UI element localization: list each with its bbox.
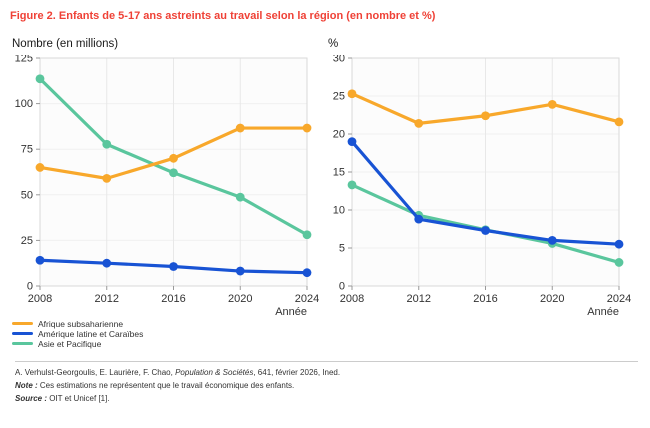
axis-ticks: 0 25 50 75 100 125 2008 2012 2016 2020 2024 xyxy=(15,55,320,305)
data-point-2012 xyxy=(102,139,112,149)
series-asie-et-pacifique xyxy=(35,74,312,240)
data-point-2020 xyxy=(235,123,245,133)
data-point-2016 xyxy=(481,226,490,235)
legend-swatch-asie xyxy=(12,341,33,345)
data-point-2008 xyxy=(347,137,357,146)
y-tick-label: 30 xyxy=(333,55,345,65)
data-point-2020 xyxy=(547,99,557,109)
data-point-2008 xyxy=(35,163,45,172)
legend-item-afrique: Afrique subsaharienne xyxy=(12,319,143,329)
y-tick-label: 5 xyxy=(339,243,345,255)
y-tick-label: 15 xyxy=(333,167,345,179)
data-point-2016 xyxy=(169,153,178,163)
footer-divider xyxy=(15,361,638,362)
series-afrique-subsaharienne xyxy=(35,123,312,183)
x-tick-label: 2020 xyxy=(540,293,564,305)
x-axis-label: Année xyxy=(587,306,619,318)
x-tick-label: 2012 xyxy=(407,293,431,305)
data-point-2024 xyxy=(614,258,624,267)
reference-journal: Population & Sociétés xyxy=(175,368,254,377)
source-text: OIT et Unicef [1]. xyxy=(49,394,110,403)
x-tick-label: 2008 xyxy=(28,293,52,305)
data-point-2016 xyxy=(169,262,178,271)
y-tick-label: 20 xyxy=(333,129,345,141)
series-afrique-subsaharienne xyxy=(347,89,624,128)
y-tick-label: 10 xyxy=(333,205,345,217)
y-tick-label: 50 xyxy=(21,189,33,201)
y-tick-label: 0 xyxy=(339,281,345,293)
x-tick-label: 2020 xyxy=(228,293,252,305)
x-tick-label: 2016 xyxy=(473,293,497,305)
data-point-2020 xyxy=(547,236,557,245)
legend-label: Asie et Pacifique xyxy=(38,338,102,349)
y-tick-label: 125 xyxy=(15,55,33,65)
data-point-2012 xyxy=(102,173,112,183)
x-tick-label: 2016 xyxy=(161,293,185,305)
legend-label: Amérique latine et Caraïbes xyxy=(38,328,144,339)
source-line: Source : OIT et Unicef [1]. xyxy=(15,392,340,405)
legend-swatch-afrique xyxy=(12,322,33,326)
y-tick-label: 0 xyxy=(27,281,33,293)
data-point-2012 xyxy=(102,258,112,268)
data-point-2024 xyxy=(614,117,624,127)
data-point-2020 xyxy=(235,266,245,276)
y-tick-label: 25 xyxy=(21,235,33,247)
chart-legend: Afrique subsaharienne Amérique latine et… xyxy=(12,319,143,349)
data-point-2008 xyxy=(347,180,357,190)
x-tick-label: 2008 xyxy=(340,293,364,305)
y-tick-label: 75 xyxy=(21,144,33,156)
data-point-2024 xyxy=(614,239,624,249)
data-point-2008 xyxy=(35,74,45,84)
y-tick-label: 100 xyxy=(15,98,33,110)
data-point-2020 xyxy=(235,192,245,202)
data-point-2024 xyxy=(302,123,312,133)
data-point-2024 xyxy=(302,230,312,240)
data-point-2012 xyxy=(414,214,424,224)
x-tick-label: 2012 xyxy=(95,293,119,305)
x-tick-label: 2024 xyxy=(607,293,631,305)
right-axis-title: % xyxy=(328,38,339,50)
left-axis-title: Nombre (en millions) xyxy=(12,38,119,50)
data-point-2012 xyxy=(414,118,424,128)
x-tick-label: 2024 xyxy=(295,293,319,305)
x-axis-label: Année xyxy=(275,306,307,318)
reference-line: A. Verhulst-Georgoulis, E. Laurière, F. … xyxy=(15,366,340,379)
legend-label: Afrique subsaharienne xyxy=(38,318,124,329)
axis-ticks: 0 5 10 15 20 25 30 2008 2012 2016 2020 2024 xyxy=(333,55,631,305)
legend-swatch-amerique xyxy=(12,332,33,336)
note-label: Note : xyxy=(15,381,40,390)
data-point-2016 xyxy=(169,168,178,178)
series-ame-rique-latine-et-carai-bes xyxy=(347,137,624,249)
reference-issue: , 641, février 2026, Ined. xyxy=(253,368,341,377)
y-tick-label: 25 xyxy=(333,91,345,103)
data-point-2016 xyxy=(481,111,490,121)
note-line: Note : Ces estimations ne représentent q… xyxy=(15,379,340,392)
figure-title: Figure 2. Enfants de 5-17 ans astreints … xyxy=(10,10,436,22)
footnotes: A. Verhulst-Georgoulis, E. Laurière, F. … xyxy=(15,366,340,405)
reference-authors: A. Verhulst-Georgoulis, E. Laurière, F. … xyxy=(15,368,176,377)
data-point-2008 xyxy=(35,255,45,265)
source-label: Source : xyxy=(15,394,50,403)
series-ame-rique-latine-et-carai-bes xyxy=(35,255,312,278)
legend-item-asie: Asie et Pacifique xyxy=(12,339,143,349)
data-point-2008 xyxy=(347,89,357,99)
note-text: Ces estimations ne représentent que le t… xyxy=(39,381,295,390)
data-point-2024 xyxy=(302,268,312,278)
legend-item-amerique: Amérique latine et Caraïbes xyxy=(12,329,143,339)
